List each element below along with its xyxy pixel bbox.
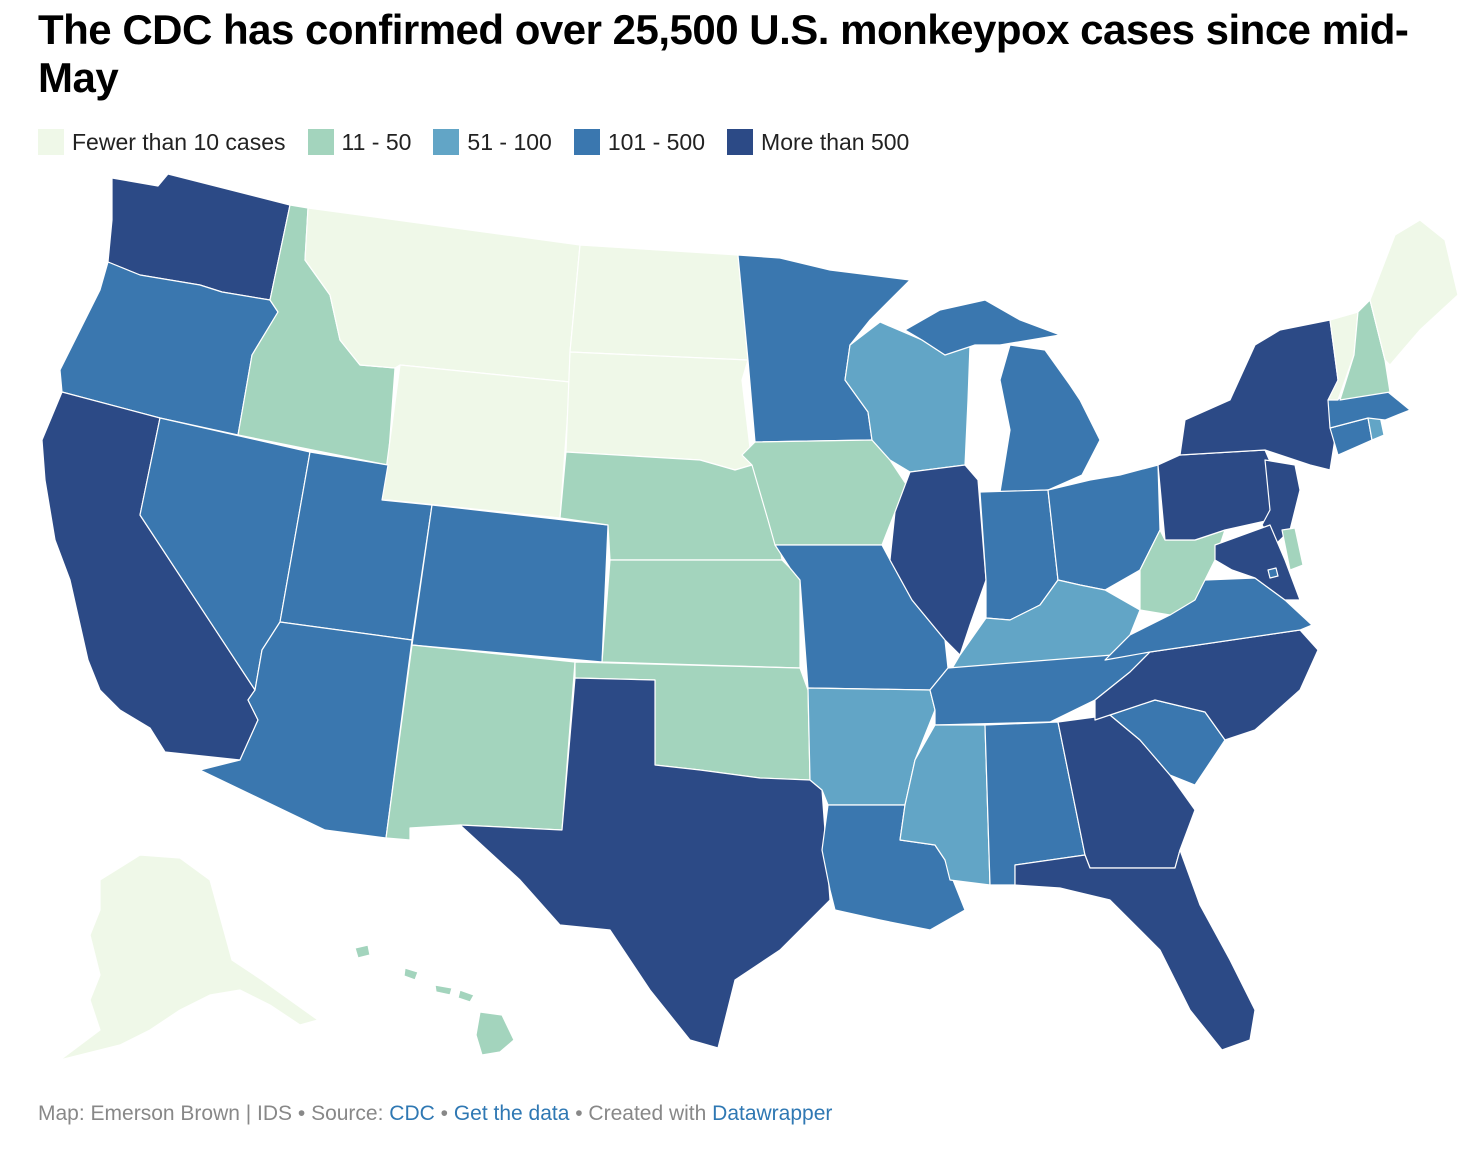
state-MI[interactable] — [904, 299, 1101, 493]
us-map-svg — [41, 173, 1459, 1061]
us-map — [0, 160, 1479, 1080]
source-link[interactable]: CDC — [389, 1102, 435, 1125]
state-ME[interactable] — [1369, 219, 1459, 366]
state-NJ[interactable] — [1261, 459, 1301, 546]
page-title: The CDC has confirmed over 25,500 U.S. m… — [38, 6, 1409, 101]
legend: Fewer than 10 cases 11 - 50 51 - 100 101… — [38, 126, 909, 158]
legend-label: 11 - 50 — [341, 128, 412, 155]
state-SD[interactable] — [565, 351, 753, 471]
legend-label: Fewer than 10 cases — [72, 128, 286, 155]
legend-item: More than 500 — [727, 129, 909, 156]
state-TX[interactable] — [459, 677, 831, 1049]
state-FL[interactable] — [1014, 849, 1256, 1051]
footer-separator: • — [434, 1102, 454, 1125]
legend-swatch — [573, 129, 600, 155]
created-label: • Created with — [569, 1102, 713, 1125]
state-WY[interactable] — [381, 364, 571, 519]
state-NM[interactable] — [385, 644, 576, 841]
state-HI[interactable] — [354, 944, 515, 1056]
legend-swatch — [727, 129, 754, 155]
legend-label: More than 500 — [761, 128, 910, 155]
get-data-link[interactable]: Get the data — [453, 1102, 570, 1125]
state-MD[interactable] — [1214, 524, 1301, 601]
legend-item: 11 - 50 — [307, 128, 412, 156]
legend-swatch — [38, 129, 64, 155]
state-DC[interactable] — [1267, 567, 1279, 579]
footer: Map: Emerson Brown | IDS • Source: CDC •… — [38, 1102, 832, 1132]
legend-item: 51 - 100 — [433, 128, 552, 156]
state-AK[interactable] — [59, 854, 319, 1061]
legend-item: Fewer than 10 cases — [38, 129, 286, 156]
state-DE[interactable] — [1281, 527, 1304, 571]
source-label: • Source: — [292, 1102, 390, 1125]
state-ND[interactable] — [569, 244, 749, 361]
legend-swatch — [433, 129, 460, 155]
state-CO[interactable] — [411, 504, 609, 663]
map-credit: Map: Emerson Brown | IDS — [38, 1102, 293, 1125]
legend-label: 51 - 100 — [467, 128, 552, 155]
legend-swatch — [307, 129, 334, 155]
state-PA[interactable] — [1157, 449, 1279, 541]
state-NY[interactable] — [1179, 319, 1339, 471]
datawrapper-link[interactable]: Datawrapper — [712, 1102, 833, 1125]
legend-label: 101 - 500 — [607, 128, 706, 155]
state-KS[interactable] — [601, 559, 801, 669]
legend-item: 101 - 500 — [573, 128, 706, 156]
